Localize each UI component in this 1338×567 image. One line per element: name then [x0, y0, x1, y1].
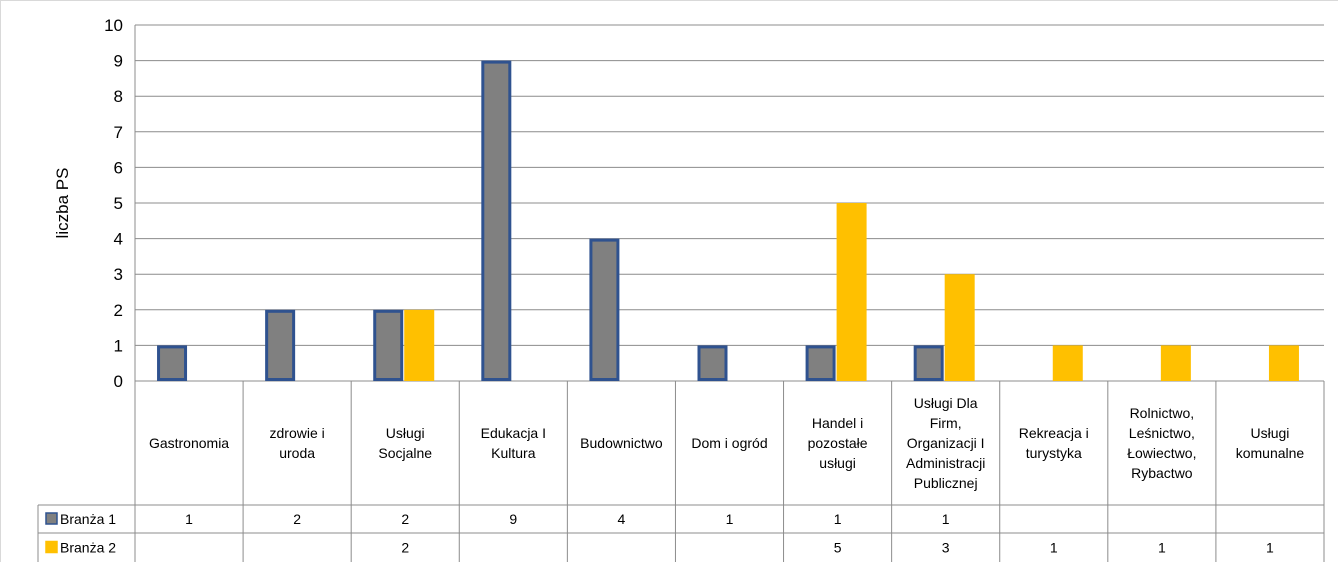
y-tick-label: 4 — [114, 230, 123, 249]
category-label: Firm, — [930, 415, 962, 431]
y-tick-label: 6 — [114, 158, 123, 177]
table-value: 1 — [1158, 540, 1166, 556]
bar — [1268, 345, 1299, 381]
table-value: 1 — [834, 511, 842, 527]
table-value: 1 — [1050, 540, 1058, 556]
category-label: Publicznej — [914, 475, 978, 491]
category-label: Usługi — [386, 425, 425, 441]
bar — [697, 345, 728, 381]
category-label: Edukacja I — [481, 425, 546, 441]
table-value: 2 — [401, 540, 409, 556]
table-value: 5 — [834, 540, 842, 556]
y-tick-label: 9 — [114, 52, 123, 71]
category-label: Organizacji I — [907, 435, 985, 451]
category-label: Handel i — [812, 415, 863, 431]
category-label: komunalne — [1236, 445, 1305, 461]
category-label: Gastronomia — [149, 435, 229, 451]
table-value: 4 — [618, 511, 626, 527]
category-label: uroda — [279, 445, 315, 461]
table-value: 3 — [942, 540, 950, 556]
category-label: Usługi Dla — [914, 395, 978, 411]
legend-swatch — [45, 512, 58, 525]
table-value: 1 — [1266, 540, 1274, 556]
bar — [404, 309, 435, 381]
category-label: Kultura — [491, 445, 536, 461]
category-label: Łowiectwo, — [1127, 445, 1196, 461]
legend-label: Branża 1 — [60, 511, 116, 527]
bar — [373, 309, 404, 381]
y-tick-label: 8 — [114, 87, 123, 106]
category-label: Rybactwo — [1131, 465, 1193, 481]
bar — [805, 345, 836, 381]
category-label: zdrowie i — [270, 425, 325, 441]
bar — [589, 238, 620, 381]
category-label: turystyka — [1026, 445, 1082, 461]
y-tick-label: 3 — [114, 265, 123, 284]
category-label: Rolnictwo, — [1130, 405, 1195, 421]
bar — [913, 345, 944, 381]
bar — [265, 309, 296, 381]
y-tick-label: 0 — [114, 372, 123, 391]
bar — [1052, 345, 1083, 381]
category-label: Socjalne — [378, 445, 432, 461]
category-label: pozostałe — [808, 435, 868, 451]
category-label: Administracji — [906, 455, 985, 471]
y-axis-title: liczba PS — [53, 168, 72, 239]
bar — [481, 60, 512, 381]
category-label: usługi — [819, 455, 856, 471]
category-label: Rekreacja i — [1019, 425, 1089, 441]
table-value: 9 — [509, 511, 517, 527]
category-label: Usługi — [1251, 425, 1290, 441]
category-label: Leśnictwo, — [1129, 425, 1195, 441]
legend-swatch — [45, 540, 58, 554]
bar — [836, 203, 867, 381]
legend-label: Branża 2 — [60, 540, 116, 556]
y-tick-label: 2 — [114, 301, 123, 320]
bar — [1160, 345, 1191, 381]
y-tick-label: 5 — [114, 194, 123, 213]
table-value: 1 — [726, 511, 734, 527]
category-label: Budownictwo — [580, 435, 663, 451]
bar — [157, 345, 188, 381]
table-value: 2 — [401, 511, 409, 527]
table-value: 2 — [293, 511, 301, 527]
table-value: 1 — [942, 511, 950, 527]
category-label: Dom i ogród — [691, 435, 767, 451]
y-tick-label: 10 — [104, 16, 123, 35]
bar — [944, 274, 975, 382]
y-tick-label: 1 — [114, 336, 123, 355]
y-tick-label: 7 — [114, 123, 123, 142]
table-value: 1 — [185, 511, 193, 527]
